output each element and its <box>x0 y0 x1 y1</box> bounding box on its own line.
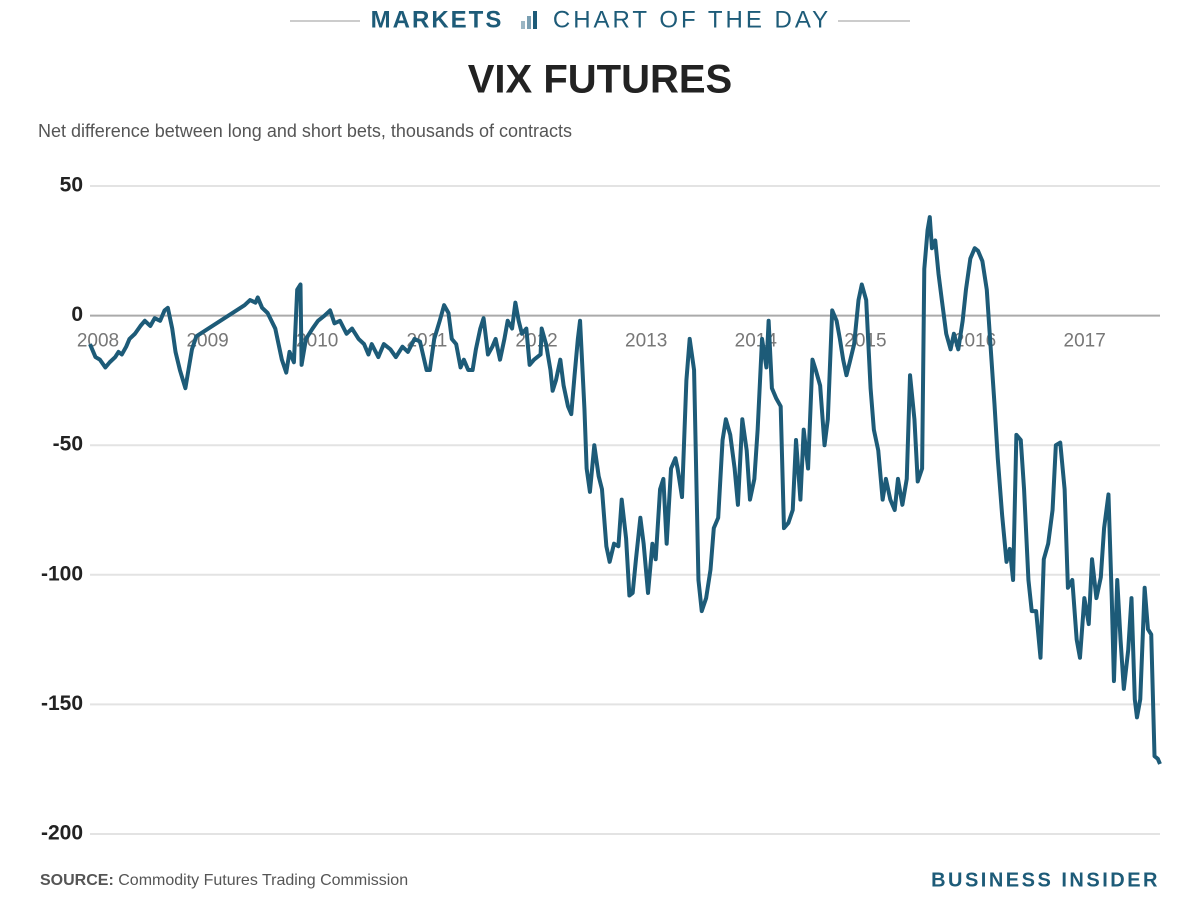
source-text: Commodity Futures Trading Commission <box>118 872 408 889</box>
y-tick-label: 0 <box>71 303 83 326</box>
header-label: CHART OF THE DAY <box>553 6 831 33</box>
source: SOURCE: Commodity Futures Trading Commis… <box>40 872 408 889</box>
source-label: SOURCE: <box>40 872 114 889</box>
x-tick-label: 2017 <box>1064 331 1106 352</box>
y-tick-label: -50 <box>53 433 83 456</box>
chart-title: VIX FUTURES <box>468 58 732 102</box>
y-tick-label: 50 <box>60 174 83 197</box>
header-icon <box>521 11 537 29</box>
x-tick-label: 2008 <box>77 331 119 352</box>
data-line <box>88 215 1162 765</box>
x-tick-label: 2016 <box>954 331 996 352</box>
chart-subtitle: Net difference between long and short be… <box>38 121 572 141</box>
y-tick-label: -100 <box>41 562 83 585</box>
y-tick-label: -200 <box>41 822 83 845</box>
y-tick-label: -150 <box>41 692 83 715</box>
x-tick-label: 2013 <box>625 331 667 352</box>
x-tick-label: 2015 <box>844 331 886 352</box>
brand: BUSINESS INSIDER <box>931 869 1160 891</box>
header-section: MARKETS <box>371 6 504 33</box>
